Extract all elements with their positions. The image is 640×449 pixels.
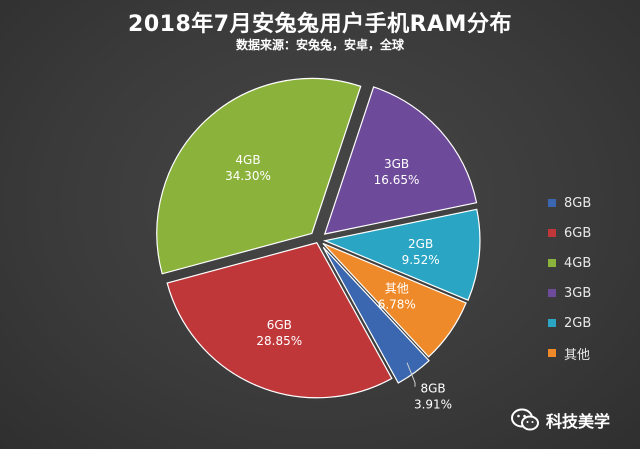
legend-label-3: 3GB [564, 285, 592, 301]
legend-item-1: 6GB [548, 218, 628, 248]
legend-label-4: 2GB [564, 315, 592, 331]
legend-item-4: 2GB [548, 308, 628, 338]
watermark: 科技美学 [510, 406, 610, 434]
slice-value-label-4: 9.52% [402, 253, 440, 267]
slice-name-label-5: 其他 [385, 282, 409, 296]
legend-label-2: 4GB [564, 255, 592, 271]
legend-swatch-1 [548, 229, 556, 237]
slice-name-label-0: 8GB [420, 382, 445, 396]
legend-label-5: 其他 [564, 347, 591, 363]
legend-label-1: 6GB [564, 225, 592, 241]
slice-name-label-3: 3GB [384, 157, 409, 171]
pie-slice-4 [322, 208, 481, 302]
chart-legend: 8GB 6GB 4GB 3GB 2GB 其他 [548, 188, 628, 368]
wechat-icon [510, 407, 540, 433]
slice-value-label-1: 28.85% [256, 334, 302, 348]
pie-slice-3 [323, 86, 478, 235]
slice-name-label-1: 6GB [267, 318, 292, 332]
slice-name-label-2: 4GB [235, 153, 260, 167]
pie-slice-1 [166, 242, 393, 399]
pie-slice-5 [322, 242, 467, 358]
watermark-text: 科技美学 [546, 412, 611, 431]
legend-swatch-2 [548, 259, 556, 267]
pie-slice-2 [156, 77, 362, 275]
pie-slice-0 [322, 246, 430, 384]
leader-line-0 [406, 362, 416, 387]
legend-swatch-0 [548, 199, 556, 207]
legend-label-0: 8GB [564, 195, 592, 211]
slice-value-label-5: 6.78% [378, 298, 416, 312]
legend-item-0: 8GB [548, 188, 628, 218]
legend-swatch-4 [548, 319, 556, 327]
chart-subtitle: 数据来源：安兔兔，安卓，全球 [235, 38, 404, 52]
legend-item-2: 4GB [548, 248, 628, 278]
legend-item-3: 3GB [548, 278, 628, 308]
legend-swatch-5 [548, 349, 556, 357]
slice-value-label-2: 34.30% [225, 169, 271, 183]
legend-item-5: 其他 [548, 338, 628, 368]
slice-name-label-4: 2GB [408, 237, 433, 251]
chart-title: 2018年7月安兔兔用户手机RAM分布 [128, 12, 512, 37]
legend-swatch-3 [548, 289, 556, 297]
slice-value-label-0: 3.91% [414, 398, 452, 412]
slice-value-label-3: 16.65% [374, 173, 420, 187]
